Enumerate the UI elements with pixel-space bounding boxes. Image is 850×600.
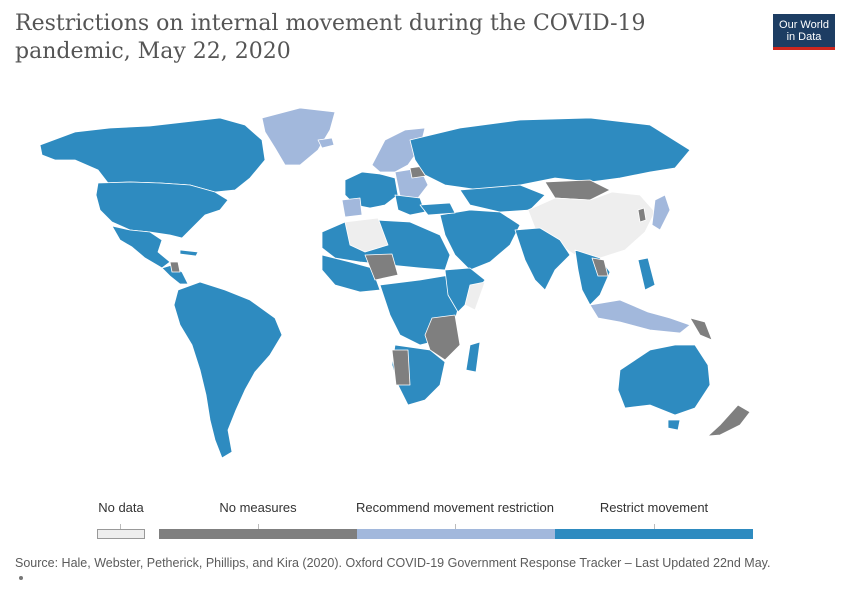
region-balkans xyxy=(394,194,426,216)
region-usa xyxy=(95,181,229,239)
region-philippines xyxy=(637,257,656,291)
region-middle-east xyxy=(439,209,521,271)
logo-line-1: Our World xyxy=(779,19,829,31)
region-indonesia xyxy=(589,299,691,334)
region-australia xyxy=(617,344,711,416)
region-laos xyxy=(591,257,609,277)
region-algeria xyxy=(344,217,389,253)
region-namibia xyxy=(391,349,411,386)
legend-label-no-data: No data xyxy=(98,500,144,515)
region-mali xyxy=(364,253,399,281)
legend-tick xyxy=(455,524,456,529)
world-map[interactable] xyxy=(0,95,850,475)
legend-tick xyxy=(654,524,655,529)
region-tasmania xyxy=(667,419,681,431)
region-greenland xyxy=(261,107,336,166)
region-west-africa xyxy=(321,254,381,293)
legend-label-no-measures: No measures xyxy=(219,500,297,515)
region-cuba xyxy=(179,249,199,257)
region-new-zealand xyxy=(707,404,751,437)
logo-line-2: in Data xyxy=(786,31,822,43)
region-canada xyxy=(39,117,266,193)
region-south-america xyxy=(173,281,283,459)
region-korea xyxy=(637,207,647,223)
region-somalia xyxy=(464,281,486,311)
region-mongolia xyxy=(544,179,611,201)
region-iceland xyxy=(317,137,335,149)
owid-logo[interactable]: Our World in Data xyxy=(773,14,835,50)
region-spain xyxy=(341,197,363,218)
region-india xyxy=(514,227,571,291)
legend-label-recommend: Recommend movement restriction xyxy=(356,500,554,515)
legend-label-restrict: Restrict movement xyxy=(599,500,709,515)
region-madagascar xyxy=(465,341,481,373)
legend-swatch-no-data[interactable] xyxy=(97,529,145,539)
region-png xyxy=(689,317,713,341)
chart-title: Restrictions on internal movement during… xyxy=(15,11,646,64)
region-russia xyxy=(409,117,691,191)
timeline-dot[interactable] xyxy=(19,576,23,580)
legend-swatch-no-measures[interactable] xyxy=(159,529,357,539)
legend-tick xyxy=(120,524,121,529)
legend-swatch-restrict[interactable] xyxy=(555,529,753,539)
region-turkey xyxy=(419,202,456,216)
source-note: Source: Hale, Webster, Petherick, Philli… xyxy=(15,556,771,570)
legend-tick xyxy=(258,524,259,529)
region-japan xyxy=(651,194,671,231)
legend-swatch-recommend[interactable] xyxy=(357,529,555,539)
region-nicaragua xyxy=(169,261,181,273)
region-tanzania-zambia xyxy=(424,314,461,361)
